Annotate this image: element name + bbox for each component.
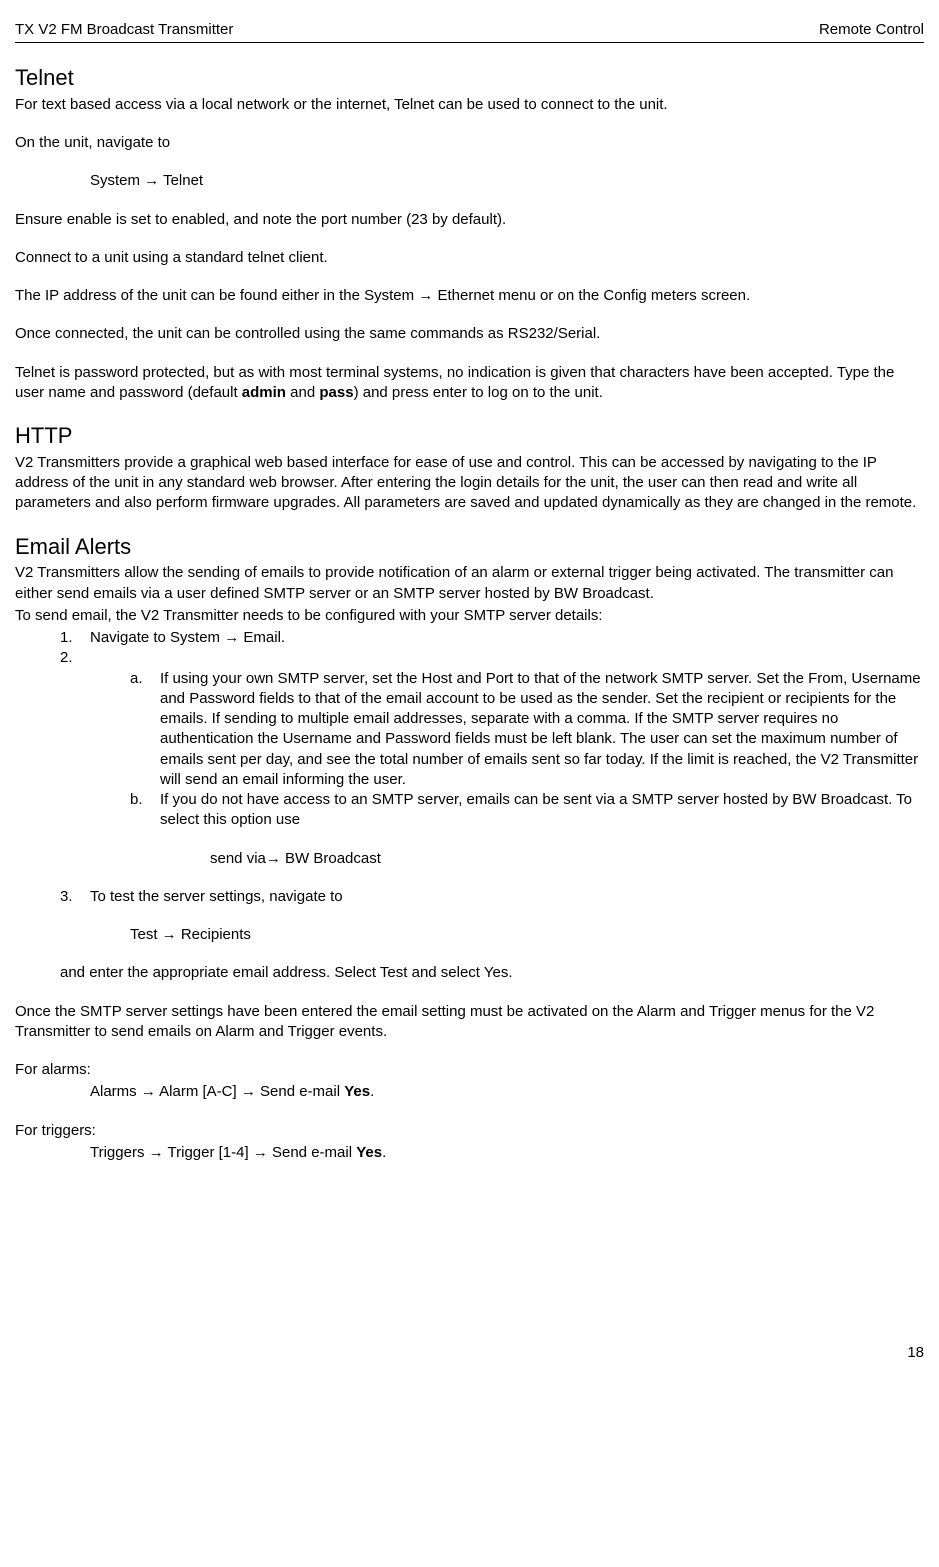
telnet-p5: The IP address of the unit can be found … (15, 286, 924, 306)
email-item2a-text: If using your own SMTP server, set the H… (160, 669, 924, 791)
email-p1: V2 Transmitters allow the sending of ema… (15, 563, 924, 604)
page-header: TX V2 FM Broadcast Transmitter Remote Co… (15, 20, 924, 43)
triggers-path-yes: Yes (356, 1144, 382, 1161)
triggers-path-a: Triggers → Trigger [1-4] → Send e-mail (90, 1144, 356, 1161)
email-item2-row: 2. (15, 648, 924, 668)
email-item2b-text: If you do not have access to an SMTP ser… (160, 790, 924, 831)
email-item1-row: 1.Navigate to System → Email. (15, 628, 924, 648)
triggers-label: For triggers: (15, 1121, 924, 1141)
email-item1-text: Navigate to System → Email. (90, 628, 924, 648)
header-left: TX V2 FM Broadcast Transmitter (15, 20, 233, 40)
alarms-path-yes: Yes (344, 1083, 370, 1100)
telnet-nav-path: System → Telnet (15, 171, 924, 191)
alarms-label: For alarms: (15, 1060, 924, 1080)
email-heading: Email Alerts (15, 532, 924, 562)
email-item3-after: and enter the appropriate email address.… (15, 963, 924, 983)
telnet-p1: For text based access via a local networ… (15, 95, 924, 115)
triggers-path: Triggers → Trigger [1-4] → Send e-mail Y… (15, 1143, 924, 1163)
email-item3-num: 3. (60, 887, 90, 907)
telnet-p7-pass: pass (319, 384, 353, 401)
alarms-path-a: Alarms → Alarm [A-C] → Send e-mail (90, 1083, 344, 1100)
page-number: 18 (907, 1344, 924, 1361)
alarms-path: Alarms → Alarm [A-C] → Send e-mail Yes. (15, 1082, 924, 1102)
email-item2a-row: a.If using your own SMTP server, set the… (15, 669, 924, 791)
http-p1: V2 Transmitters provide a graphical web … (15, 453, 924, 514)
telnet-p7: Telnet is password protected, but as wit… (15, 363, 924, 404)
alarms-path-c: . (370, 1083, 374, 1100)
email-item3-row: 3.To test the server settings, navigate … (15, 887, 924, 907)
email-test-nav: Test → Recipients (15, 925, 924, 945)
telnet-p7-e: ) and press enter to log on to the unit. (354, 384, 603, 401)
telnet-p7-c: and (286, 384, 319, 401)
email-item2-num: 2. (60, 648, 90, 668)
header-right: Remote Control (819, 20, 924, 40)
email-p2: To send email, the V2 Transmitter needs … (15, 606, 924, 626)
email-sendvia: send via→ BW Broadcast (15, 849, 924, 869)
telnet-p2: On the unit, navigate to (15, 133, 924, 153)
triggers-path-c: . (382, 1144, 386, 1161)
email-p-after: Once the SMTP server settings have been … (15, 1002, 924, 1043)
telnet-p7-admin: admin (242, 384, 286, 401)
telnet-p4: Connect to a unit using a standard telne… (15, 248, 924, 268)
page-footer: 18 (15, 1343, 924, 1363)
email-item2a-letter: a. (130, 669, 160, 689)
email-item3-text: To test the server settings, navigate to (90, 887, 924, 907)
email-item1-num: 1. (60, 628, 90, 648)
email-item2b-letter: b. (130, 790, 160, 810)
telnet-p6: Once connected, the unit can be controll… (15, 324, 924, 344)
http-heading: HTTP (15, 421, 924, 451)
telnet-heading: Telnet (15, 63, 924, 93)
email-item2b-row: b.If you do not have access to an SMTP s… (15, 790, 924, 831)
telnet-p3: Ensure enable is set to enabled, and not… (15, 210, 924, 230)
